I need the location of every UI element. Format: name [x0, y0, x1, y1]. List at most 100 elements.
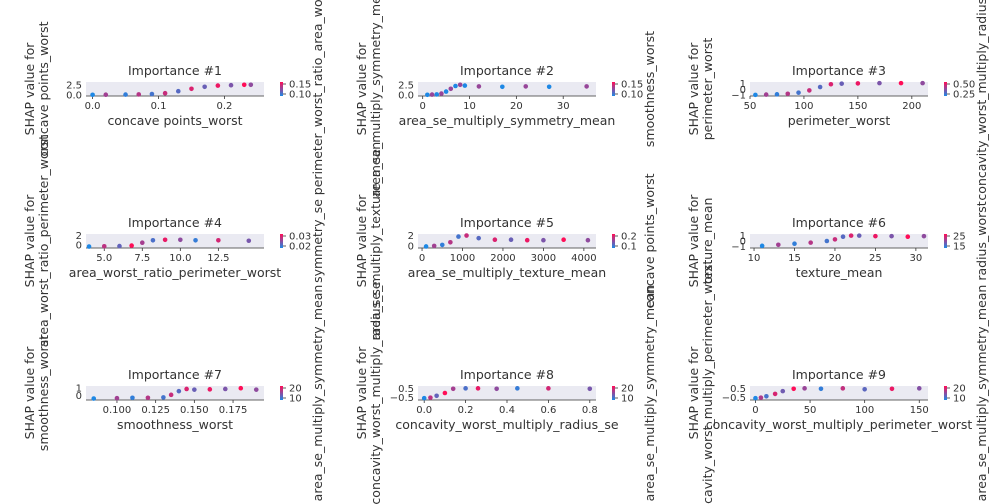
x-tick-label: 3000	[531, 253, 556, 264]
colorbar-tick-label: 20	[621, 384, 634, 395]
y-axis-label-line: SHAP value for	[354, 42, 369, 136]
colorbar	[944, 234, 947, 248]
data-point	[453, 83, 458, 89]
y-axis-label-line: SHAP value for	[686, 346, 701, 440]
data-point	[90, 92, 95, 98]
data-point	[150, 237, 156, 243]
data-point	[753, 395, 758, 401]
data-point	[86, 244, 92, 249]
colorbar-tick-label: 0.25	[953, 90, 975, 101]
colorbar	[280, 82, 283, 96]
data-point	[429, 92, 435, 97]
y-tick-label: 0.0	[66, 90, 82, 101]
data-point	[439, 91, 444, 96]
data-point	[763, 92, 769, 97]
data-point	[475, 386, 481, 391]
data-point	[184, 386, 189, 392]
data-point	[764, 393, 769, 399]
panel-5: Importance #50 1000 2000 3000 4000area_se_mu…	[354, 142, 657, 340]
y-axis-label: SHAP value forperimeter_worst	[686, 38, 715, 141]
plot-area	[86, 386, 264, 400]
colorbar-tick-label: 15	[953, 242, 966, 253]
data-point	[178, 237, 183, 243]
colorbar-tick-label: 25	[953, 232, 966, 243]
data-point	[848, 233, 854, 238]
colorbar-tick-label: 0.10	[621, 90, 643, 101]
colorbar-tick-label: 0.02	[289, 242, 311, 253]
x-tick-label: 1000	[450, 253, 475, 264]
y-tick-label: 0	[76, 391, 82, 402]
x-tick-label: 0.175	[219, 405, 248, 416]
data-point	[492, 237, 498, 243]
y-tick-label: −0.5	[390, 393, 414, 404]
data-point	[584, 84, 589, 89]
x-tick-label: 2000	[490, 253, 515, 264]
x-tick-label: 25	[869, 253, 882, 264]
data-point	[862, 386, 867, 392]
data-point	[248, 82, 254, 88]
y-axis-label-line: SHAP value for	[22, 346, 37, 440]
data-point	[476, 235, 481, 241]
data-point	[772, 391, 778, 397]
data-point	[448, 86, 454, 92]
data-point	[818, 386, 824, 392]
y-axis-label-line: area_se_multiply_symmetry_mean	[368, 0, 383, 197]
colorbar	[612, 234, 615, 248]
data-point	[202, 84, 207, 90]
data-point	[101, 244, 107, 249]
data-point	[462, 83, 468, 88]
y-tick-label: 2	[76, 231, 82, 242]
data-point	[759, 243, 765, 249]
panel-8: Importance #80.0 0.2 0.4 0.6 0.8concavity_wo…	[354, 281, 657, 504]
colorbar-tick-label: 10	[289, 394, 302, 405]
data-point	[840, 386, 846, 391]
plot-area	[418, 386, 596, 400]
data-point	[136, 92, 142, 97]
panel-title: Importance #4	[128, 215, 222, 230]
colorbar	[280, 234, 283, 248]
panel-title: Importance #7	[128, 367, 222, 382]
colorbar-label: area_se_multiply_symmetry_mean	[642, 285, 657, 502]
data-point	[434, 92, 440, 97]
data-point	[216, 237, 221, 243]
data-point	[515, 386, 520, 391]
data-point	[425, 92, 430, 98]
plot-area	[418, 234, 596, 248]
y-tick-label: 0	[408, 241, 414, 252]
data-point	[523, 84, 529, 89]
data-point	[561, 237, 566, 243]
y-axis-label-line: perimeter_worst	[700, 38, 715, 141]
x-tick-label: 0.6	[540, 405, 556, 416]
data-point	[898, 80, 904, 86]
y-axis-label: SHAP value forarea_se_multiply_texture_m…	[354, 142, 383, 340]
y-axis-label-line: area_worst_ratio_perimeter_worst	[36, 135, 51, 347]
data-point	[824, 238, 830, 244]
plot-area	[418, 82, 596, 96]
x-tick-label: 30	[909, 253, 922, 264]
colorbar-label: concavity_worst_multiply_radius_se	[974, 0, 989, 201]
data-point	[103, 92, 109, 98]
y-axis-label: SHAP value forconcave points_worst	[22, 21, 51, 156]
x-tick-label: 100	[794, 101, 813, 112]
colorbar	[280, 386, 283, 400]
data-point	[431, 243, 437, 249]
colorbar-tick-label: 0.03	[289, 232, 311, 243]
x-axis-label: texture_mean	[796, 265, 883, 280]
data-point	[792, 241, 797, 246]
data-point	[149, 91, 155, 97]
y-axis-label: SHAP value fortexture_mean	[686, 194, 715, 288]
x-axis-label: concavity_worst_multiply_perimeter_worst	[706, 417, 973, 432]
colorbar-tick-label: 0.15	[621, 80, 643, 91]
data-point	[780, 388, 786, 394]
x-tick-label: 10.0	[169, 253, 191, 264]
data-point	[241, 82, 247, 88]
data-point	[176, 388, 182, 394]
y-axis-label-line: concavity_worst_multiply_radius_se	[368, 281, 383, 504]
data-point	[253, 387, 259, 392]
y-tick-label: −1	[731, 90, 746, 101]
data-point	[500, 84, 505, 90]
data-point	[161, 395, 166, 400]
data-point	[905, 234, 911, 239]
data-point	[832, 237, 838, 242]
